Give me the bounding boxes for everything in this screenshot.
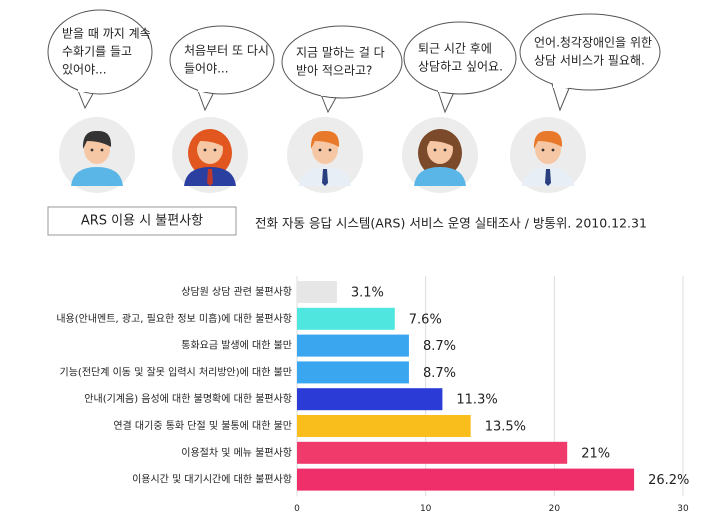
avatar-hair xyxy=(533,130,563,149)
x-tick-label: 10 xyxy=(420,504,432,514)
avatar-eye xyxy=(541,148,545,152)
value-label: 26.2% xyxy=(648,473,689,488)
y-tick-label: 안내(기계음) 음성에 대한 불명확에 대한 불편사항 xyxy=(84,393,292,405)
bubble-text: 언어.청각장애인을 위한 xyxy=(534,36,652,50)
x-tick-label: 0 xyxy=(294,504,300,514)
avatar-eye xyxy=(328,148,332,152)
bubble xyxy=(281,25,403,99)
bubble-text: 상담하고 싶어요. xyxy=(418,60,503,74)
avatar-tie xyxy=(322,169,328,186)
bubble-text: 들어야... xyxy=(184,62,229,76)
bar xyxy=(297,468,635,491)
avatar-eye xyxy=(551,148,555,152)
bubble xyxy=(519,13,661,91)
bubble xyxy=(169,25,275,95)
bubble-text: 처음부터 또 다시 xyxy=(184,44,269,58)
x-tick-label: 30 xyxy=(677,504,689,514)
value-label: 7.6% xyxy=(409,312,442,327)
label-box xyxy=(47,206,237,236)
bar xyxy=(297,281,337,303)
avatar-hair xyxy=(310,130,340,149)
avatar-eye xyxy=(203,148,207,152)
bar xyxy=(297,307,395,330)
bar xyxy=(297,361,409,384)
bubble-text: 상담 서비스가 필요해. xyxy=(534,54,645,68)
bubble-text: 퇴근 시간 후에 xyxy=(418,42,492,56)
avatar-eye xyxy=(443,148,447,152)
y-tick-label: 이용절차 및 메뉴 불편사항 xyxy=(181,446,292,459)
bubble xyxy=(403,21,517,95)
avatar-tie xyxy=(545,169,551,186)
source: 전화 자동 응답 시스템(ARS) 서비스 운영 실태조사 / 방통위. 201… xyxy=(255,216,647,231)
bubble-tail xyxy=(551,83,571,112)
avatar-eye xyxy=(433,148,437,152)
bubble-cover xyxy=(198,86,214,92)
avatar-hair xyxy=(82,130,112,149)
bubble-text: 받아 적으라고? xyxy=(296,64,372,78)
y-tick-label: 상담원 상담 관련 불편사항 xyxy=(181,286,292,298)
avatar-eye xyxy=(100,148,104,152)
avatar-eye xyxy=(213,148,217,152)
avatar-hair xyxy=(195,130,225,149)
bubble-cover xyxy=(438,86,454,92)
value-label: 13.5% xyxy=(485,420,526,435)
avatar-body xyxy=(71,167,123,186)
value-label: 11.3% xyxy=(456,393,497,408)
bar xyxy=(297,334,409,357)
value-label: 8.7% xyxy=(423,339,456,354)
y-tick-label: 연결 대기중 통화 단절 및 불통에 대한 불만 xyxy=(113,419,292,432)
bubble-text: 지금 말하는 걸 다 xyxy=(296,46,385,60)
bar xyxy=(297,388,443,411)
value-label: 3.1% xyxy=(351,286,384,301)
label-box-text: ARS 이용 시 불편사항 xyxy=(81,214,203,229)
bubble-text: 있어야... xyxy=(62,63,107,77)
y-tick-label: 내용(안내멘트, 광고, 필요한 정보 미흡)에 대한 불편사항 xyxy=(56,312,292,325)
y-tick-label: 이용시간 및 대기시간에 대한 불편사항 xyxy=(132,474,292,486)
bubble-cover xyxy=(78,86,94,92)
bubble-cover xyxy=(321,90,337,96)
bubble xyxy=(47,9,153,95)
x-tick-label: 20 xyxy=(549,504,561,514)
avatar-eye xyxy=(90,148,94,152)
avatar-body xyxy=(414,167,466,186)
bubble-text: 수화기를 들고 xyxy=(62,45,132,59)
value-label: 21% xyxy=(581,446,610,461)
bubble-text: 받을 때 까지 계속 xyxy=(62,27,151,41)
bar xyxy=(297,415,471,437)
y-tick-label: 기능(전단계 이동 및 잘못 입력시 처리방안)에 대한 불만 xyxy=(60,365,292,378)
avatar-eye xyxy=(318,148,322,152)
y-tick-label: 통화요금 발생에 대한 불만 xyxy=(181,340,292,352)
avatar-hair xyxy=(425,130,455,149)
bubble-cover xyxy=(553,82,569,88)
bar xyxy=(297,441,568,464)
avatar-tie xyxy=(207,169,213,186)
value-label: 8.7% xyxy=(423,366,456,381)
